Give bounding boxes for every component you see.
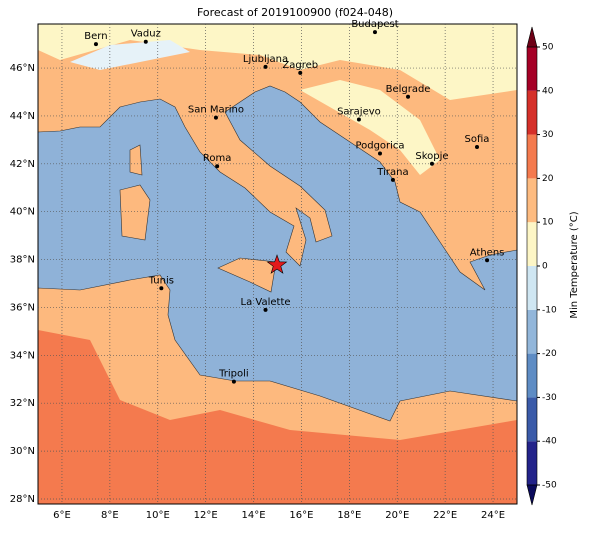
lon-tick-label: 22°E bbox=[433, 510, 457, 521]
city-dot bbox=[231, 379, 236, 384]
city-dot bbox=[298, 70, 303, 75]
city-label: Sarajevo bbox=[337, 107, 381, 118]
city-label: Ljubljana bbox=[243, 54, 288, 65]
colorbar-tick-label: 10 bbox=[542, 218, 554, 228]
colorbar-segment bbox=[527, 222, 537, 266]
city-dot bbox=[356, 117, 361, 122]
city-dot bbox=[93, 42, 98, 47]
lat-tick-label: 34°N bbox=[10, 350, 35, 361]
colorbar-segment bbox=[527, 266, 537, 310]
colorbar-segment bbox=[527, 441, 537, 485]
colorbar-segment bbox=[527, 353, 537, 398]
lat-tick-label: 30°N bbox=[10, 446, 35, 457]
city-dot bbox=[372, 30, 377, 35]
colorbar-tick-label: -40 bbox=[542, 437, 557, 447]
lat-tick-label: 40°N bbox=[10, 207, 35, 218]
city-label: Budapest bbox=[351, 19, 398, 30]
city-label: Skopje bbox=[415, 151, 448, 162]
colorbar-tick-label: -10 bbox=[542, 305, 557, 315]
alps-cold-zone bbox=[70, 40, 190, 70]
city-dot bbox=[390, 177, 395, 182]
city-dot bbox=[378, 151, 383, 156]
africa-warm-zone bbox=[38, 330, 517, 504]
city-label: Tirana bbox=[376, 167, 408, 178]
lon-tick-label: 8°E bbox=[101, 510, 119, 521]
city-label: Vaduz bbox=[131, 29, 161, 40]
event-marker bbox=[266, 254, 288, 274]
city-label: Podgorica bbox=[355, 141, 404, 152]
city-dot bbox=[213, 115, 218, 120]
city-label: Zagreb bbox=[282, 60, 318, 71]
city-label: Sofia bbox=[465, 134, 490, 145]
colorbar-under bbox=[526, 484, 538, 506]
colorbar-tick-label: 30 bbox=[542, 130, 554, 140]
map-frame bbox=[37, 23, 518, 505]
colorbar-label: Min Temperature (°C) bbox=[569, 211, 580, 318]
city-dot bbox=[429, 161, 434, 166]
colorbar-segment bbox=[527, 178, 537, 223]
lat-tick-label: 44°N bbox=[10, 111, 35, 122]
lon-tick-label: 20°E bbox=[385, 510, 409, 521]
colorbar-tick-label: -50 bbox=[542, 481, 557, 491]
colorbar-segment bbox=[527, 309, 537, 354]
lon-tick-label: 16°E bbox=[289, 510, 313, 521]
city-dot bbox=[159, 286, 164, 291]
city-dot bbox=[475, 145, 480, 150]
colorbar-segment bbox=[527, 397, 537, 442]
city-label: Athens bbox=[470, 247, 505, 258]
balkan-cool-zone bbox=[300, 80, 440, 175]
lat-tick-label: 38°N bbox=[10, 255, 35, 266]
city-label: Tunis bbox=[148, 275, 174, 286]
lon-tick-label: 10°E bbox=[146, 510, 170, 521]
corsica bbox=[129, 144, 143, 176]
city-label: Roma bbox=[203, 153, 232, 164]
city-label: Bern bbox=[84, 31, 107, 42]
city-dot bbox=[406, 94, 411, 99]
sardinia bbox=[119, 184, 151, 241]
lat-tick-label: 46°N bbox=[10, 63, 35, 74]
city-dot bbox=[215, 164, 220, 169]
lon-tick-label: 12°E bbox=[194, 510, 218, 521]
colorbar-tick-label: 50 bbox=[542, 43, 554, 53]
colorbar-tick-label: 20 bbox=[542, 174, 554, 184]
city-label: San Marino bbox=[188, 105, 244, 116]
city-dot bbox=[485, 258, 490, 263]
title: Forecast of 2019100900 (f024-048) bbox=[197, 6, 393, 19]
lon-tick-label: 24°E bbox=[481, 510, 505, 521]
colorbar-over bbox=[526, 26, 538, 48]
city-dot bbox=[263, 307, 268, 312]
city-label: La Valette bbox=[241, 297, 291, 308]
lon-tick-label: 14°E bbox=[242, 510, 266, 521]
lat-tick-label: 42°N bbox=[10, 159, 35, 170]
lon-tick-label: 6°E bbox=[53, 510, 71, 521]
city-label: Belgrade bbox=[386, 84, 431, 95]
city-dot bbox=[263, 64, 268, 69]
lat-tick-label: 28°N bbox=[10, 494, 35, 505]
city-dot bbox=[143, 39, 148, 44]
colorbar-tick-label: -30 bbox=[542, 393, 557, 403]
colorbar-tick-label: 40 bbox=[542, 86, 554, 96]
lat-tick-label: 36°N bbox=[10, 302, 35, 313]
lon-tick-label: 18°E bbox=[337, 510, 361, 521]
colorbar-tick-label: 0 bbox=[542, 262, 548, 272]
colorbar-segment bbox=[527, 134, 537, 179]
colorbar-tick-label: -20 bbox=[542, 349, 557, 359]
lat-tick-label: 32°N bbox=[10, 398, 35, 409]
city-label: Tripoli bbox=[218, 369, 249, 380]
colorbar-segment bbox=[527, 47, 537, 91]
colorbar-segment bbox=[527, 90, 537, 135]
